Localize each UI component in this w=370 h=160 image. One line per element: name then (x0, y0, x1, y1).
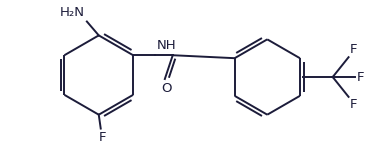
Text: H₂N: H₂N (60, 6, 85, 19)
Text: F: F (350, 98, 357, 111)
Text: O: O (162, 82, 172, 95)
Text: F: F (350, 43, 357, 56)
Text: F: F (357, 71, 364, 84)
Text: F: F (99, 131, 107, 144)
Text: NH: NH (157, 39, 176, 52)
